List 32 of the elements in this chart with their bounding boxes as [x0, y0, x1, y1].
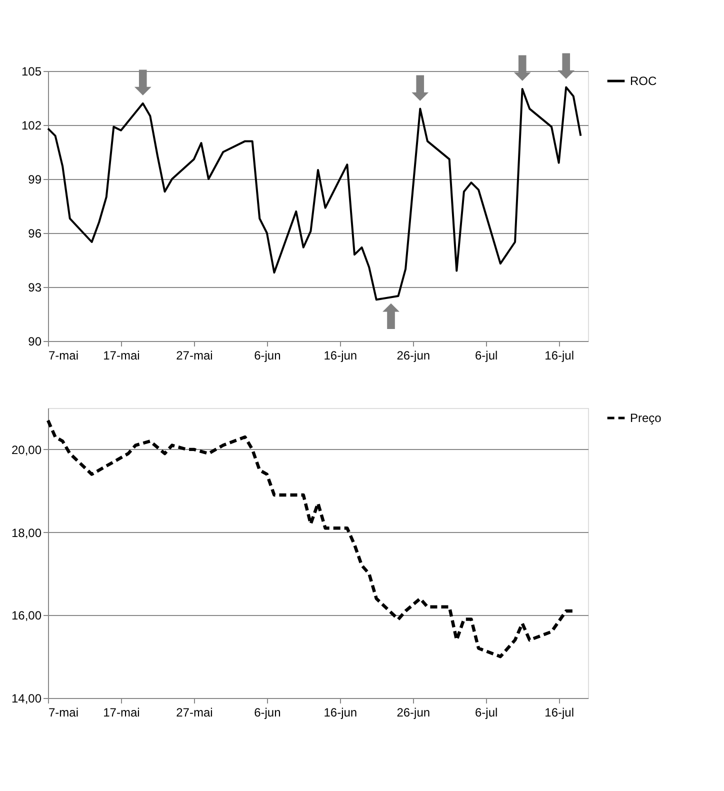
annotation: ⬇: [406, 68, 434, 109]
x-tick-label: 6-jul: [474, 348, 498, 362]
y-tick-label: 102: [21, 118, 42, 132]
legend-label: Preço: [630, 411, 662, 425]
x-tick-label: 17-mai: [103, 706, 140, 720]
x-tick-label: 16-jun: [324, 348, 358, 362]
x-tick-label: 26-jun: [396, 348, 430, 362]
x-tick-label: 16-jun: [324, 706, 358, 720]
x-tick-label: 6-jul: [474, 706, 498, 720]
x-tick-label: 27-mai: [176, 348, 213, 362]
x-tick-label: 7-mai: [48, 706, 79, 720]
annotation: ⬇: [128, 63, 158, 104]
y-tick-label: 96: [28, 226, 42, 240]
x-tick-label: 17-mai: [103, 348, 140, 362]
x-tick-label: 16-jul: [544, 706, 574, 720]
x-tick-label: 16-jul: [544, 348, 574, 362]
x-tick-label: 27-mai: [176, 706, 213, 720]
annotation: ⬆: [376, 298, 406, 338]
y-tick-label: 18,00: [11, 526, 42, 540]
y-tick-label: 14,00: [11, 692, 42, 706]
x-tick-label: 6-jun: [254, 706, 281, 720]
y-tick-label: 93: [28, 280, 42, 294]
y-tick-label: 105: [21, 64, 42, 78]
y-tick-label: 99: [28, 172, 42, 186]
y-tick-label: 20,00: [11, 442, 42, 457]
line-series: [46, 418, 576, 658]
x-tick-label: 7-mai: [48, 348, 79, 362]
y-tick-label: 90: [28, 334, 42, 348]
x-tick-label: 6-jun: [254, 348, 281, 362]
legend-label: ROC: [630, 74, 657, 88]
y-tick-label: 16,00: [11, 608, 42, 623]
x-tick-label: 26-jun: [396, 706, 430, 720]
